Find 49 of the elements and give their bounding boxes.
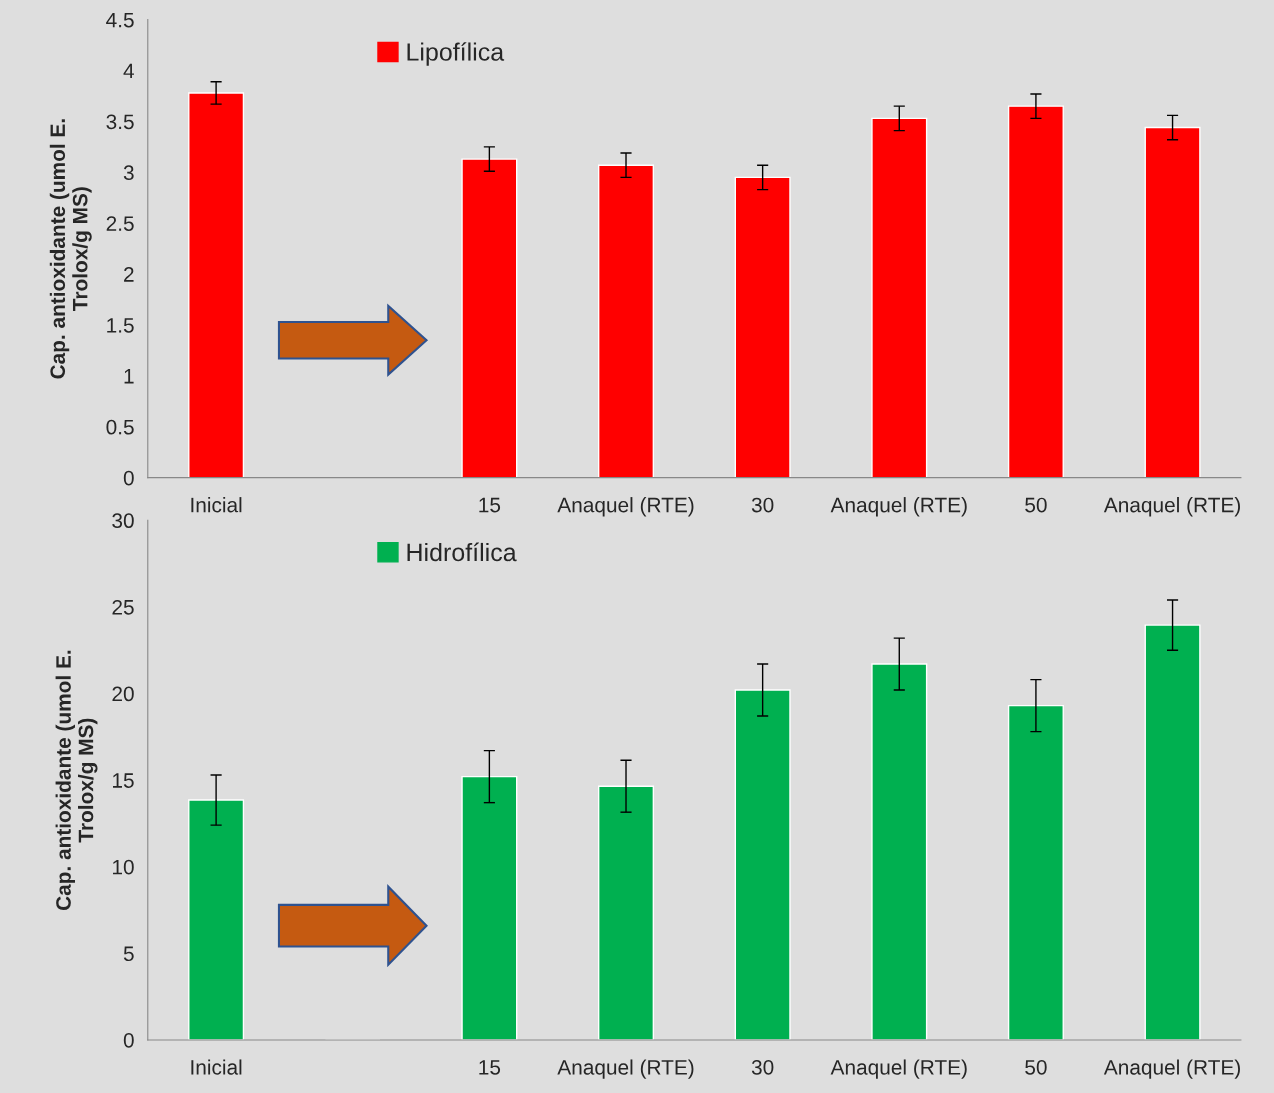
x-tick-label: Anaquel (RTE) [557,1059,694,1079]
y-tick-label: 5 [123,946,134,962]
x-tick-label: 50 [1025,1059,1047,1075]
bar [597,164,655,478]
x-tick-label: Anaquel (RTE) [557,497,694,517]
bar [188,92,245,478]
y-tick-label: 25 [112,599,134,615]
y-tick-label: 1 [124,369,134,384]
x-tick-label: Anaquel (RTE) [830,1059,967,1079]
bar [1007,105,1064,478]
x-tick-label: Inicial [191,497,242,513]
bar [188,799,245,1040]
bar [461,158,518,478]
x-tick-label: Anaquel (RTE) [1103,497,1240,517]
bar [734,689,791,1040]
legend-label: Hidrofílica [407,542,517,562]
y-tick-label: 3.5 [106,114,134,130]
y-tick-label: 1.5 [107,318,134,333]
bar [461,775,518,1040]
bar [871,117,928,478]
bar [1144,126,1201,478]
x-tick-label: 30 [751,1059,774,1075]
legend-label: Lipofílica [407,42,505,66]
y-tick-label: 2.5 [106,216,134,231]
y-tick-label: 10 [113,859,134,875]
y-axis-title: Cap. antioxidante (umol E. Trolox/g MS) [49,119,92,379]
y-axis-title: Cap. antioxidante (umol E. Trolox/g MS) [55,650,98,911]
y-tick-label: 20 [112,686,134,702]
y-tick-label: 3 [123,165,134,181]
x-tick-label: Anaquel (RTE) [1103,1059,1240,1079]
x-tick-label: 15 [479,1060,501,1075]
x-tick-label: 30 [751,497,774,513]
x-tick-label: 50 [1025,497,1047,513]
bar [734,176,791,478]
bar [1007,704,1064,1040]
y-tick-label: 2 [124,267,134,282]
y-tick-label: 30 [112,513,134,529]
x-tick-label: Inicial [191,1059,242,1075]
y-tick-label: 0 [123,1032,134,1048]
bar [1144,624,1201,1040]
x-tick-label: 15 [479,497,501,513]
y-tick-label: 4 [123,63,134,79]
y-tick-label: 4.5 [106,12,134,28]
y-tick-label: 0.5 [106,419,134,435]
y-tick-label: 0 [123,470,134,486]
bar [597,785,655,1040]
x-tick-label: Anaquel (RTE) [830,497,967,517]
bar [871,663,928,1040]
y-tick-label: 15 [113,773,134,788]
